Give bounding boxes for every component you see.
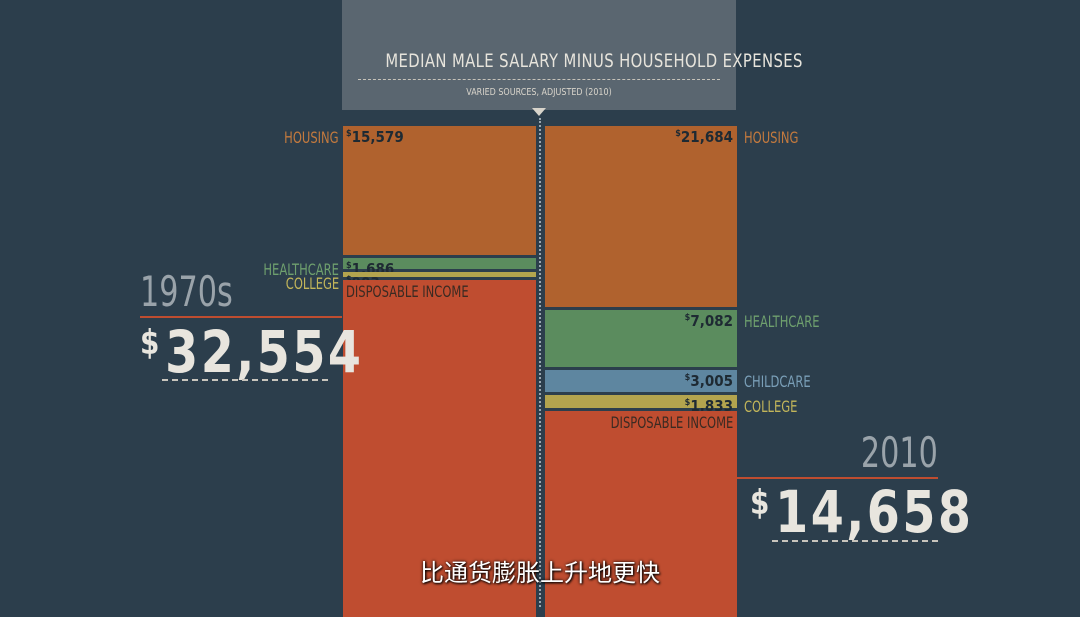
value-label-1970s-housing: $15,579: [346, 128, 404, 146]
year-2010-label: 2010: [861, 428, 938, 477]
bar-1970s-college: [343, 272, 536, 277]
dollar-sign: $: [140, 323, 162, 363]
year-1970s-label: 1970s: [140, 267, 233, 316]
bar-2010-childcare: [545, 369, 737, 393]
total-1970s-underline: [162, 379, 328, 381]
value-label-2010-childcare: $3,005: [684, 371, 733, 390]
value-label-2010-housing: $21,684: [675, 128, 733, 146]
chart-subtitle: VARIED SOURCES, ADJUSTED (2010): [466, 87, 612, 98]
year-2010-rule: [736, 477, 938, 479]
dollar-sign: $: [750, 483, 772, 523]
total-1970s: $32,554: [140, 318, 363, 386]
category-label-1970s-college: COLLEGE: [285, 274, 339, 294]
center-divider: [539, 118, 541, 607]
value-label-2010-college: $1,833: [684, 397, 733, 416]
year-1970s-rule: [140, 316, 342, 318]
category-label-1970s-healthcare: HEALTHCARE: [263, 260, 339, 279]
chart-title: MEDIAN MALE SALARY MINUS HOUSEHOLD EXPEN…: [385, 50, 803, 72]
category-label-2010-housing: HOUSING: [744, 128, 799, 147]
total-2010-underline: [772, 540, 938, 542]
category-label-1970s-disposable-income: DISPOSABLE INCOME: [346, 281, 469, 301]
bar-2010-healthcare: [545, 309, 737, 367]
category-label-2010-disposable-income: DISPOSABLE INCOME: [610, 412, 733, 432]
total-2010: $14,658: [750, 478, 973, 546]
bar-1970s-housing: [343, 126, 536, 255]
category-label-2010-college: COLLEGE: [744, 397, 798, 417]
video-caption: 比通货膨胀上升地更快: [420, 559, 660, 587]
total-1970s-value: 32,554: [165, 318, 364, 386]
bar-2010-disposable-income: [545, 410, 737, 617]
bar-1970s-healthcare: [343, 258, 536, 270]
category-label-1970s-housing: HOUSING: [284, 128, 339, 147]
chart-header: MEDIAN MALE SALARY MINUS HOUSEHOLD EXPEN…: [342, 0, 803, 110]
title-rule: [358, 79, 720, 80]
bar-2010-college: [545, 395, 737, 408]
category-label-2010-childcare: CHILDCARE: [744, 371, 811, 391]
category-label-2010-healthcare: HEALTHCARE: [744, 311, 820, 331]
value-label-2010-healthcare: $7,082: [684, 311, 733, 330]
bar-1970s-disposable-income: [343, 279, 536, 617]
bar-2010-housing: [545, 126, 737, 307]
pointer-arrow-icon: [532, 108, 546, 116]
total-2010-value: 14,658: [775, 478, 974, 546]
